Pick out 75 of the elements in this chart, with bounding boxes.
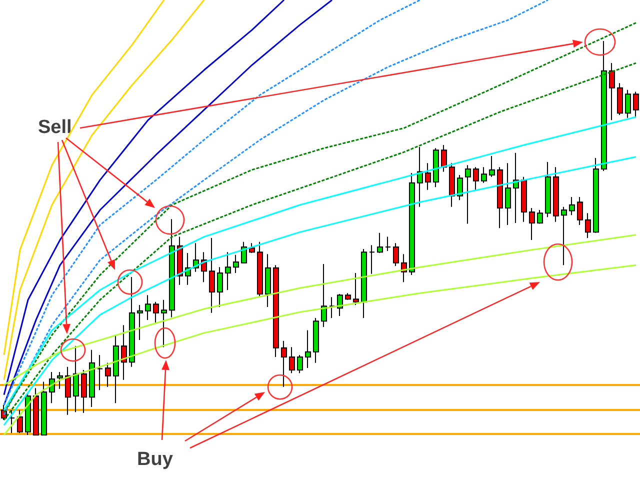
candlestick [377,232,383,254]
candlestick [481,166,487,184]
candlestick [81,369,87,414]
candlestick [345,292,351,300]
candlestick [369,244,375,274]
candlestick [425,162,431,190]
candlestick [249,242,255,254]
candlestick [513,152,519,224]
candlestick [137,304,143,341]
candlestick [105,362,111,388]
candlestick [41,381,47,436]
candlestick [489,156,495,178]
candlestick [529,208,535,240]
candlestick [457,174,463,201]
candlestick [33,388,39,436]
candlestick [473,166,479,190]
candlestick [113,334,119,404]
candlestick [433,148,439,188]
candlestick [441,144,447,172]
candlestick [393,242,399,266]
candlestick [449,162,455,208]
candlestick [313,317,319,364]
candlestick [545,161,551,218]
candlestick [585,212,591,238]
candlestick [97,354,103,391]
candlestick [321,263,327,328]
candlestick [17,410,23,434]
candlestick [57,371,63,390]
candlestick [89,349,95,408]
candlestick [601,40,607,172]
annotation: Sell [38,117,72,138]
candlestick [177,236,183,286]
candlestick [153,301,159,324]
candlestick [569,196,575,216]
candlestick [617,82,623,116]
candlestick [353,272,359,306]
candlestick [25,392,31,436]
candlestick [633,91,639,118]
candlestick [281,340,287,388]
candlestick [65,366,71,416]
candlestick [169,218,175,318]
candlestick [233,254,239,274]
candlestick [121,324,127,380]
candlestick [537,210,543,224]
candlestick [241,241,247,264]
candlestick [209,237,215,314]
candlestick [257,241,263,298]
candlestick [145,294,151,320]
candlestick [497,166,503,229]
candlestick [417,146,423,208]
candlestick [505,162,511,226]
text: Buy [137,449,174,470]
candlestick [329,296,335,318]
candlestick [593,158,599,234]
candlestick [521,176,527,222]
candlestick [161,299,167,348]
candlestick [305,330,311,369]
candlestick [9,410,15,434]
candlestick [225,252,231,290]
candlestick [553,166,559,222]
candlestick [129,276,135,368]
candlestick [625,89,631,118]
candlestick [273,264,279,358]
candlestick [385,236,391,252]
candlestick [289,346,295,374]
candlestick [561,206,567,266]
candlestick [265,254,271,308]
candlestick [73,345,79,413]
candlestick [409,172,415,276]
candlestick [465,164,471,224]
candlestick [217,266,223,308]
candlestick [361,248,367,318]
candlestick [297,354,303,374]
candlestick [577,196,583,226]
candlestick [609,62,615,121]
